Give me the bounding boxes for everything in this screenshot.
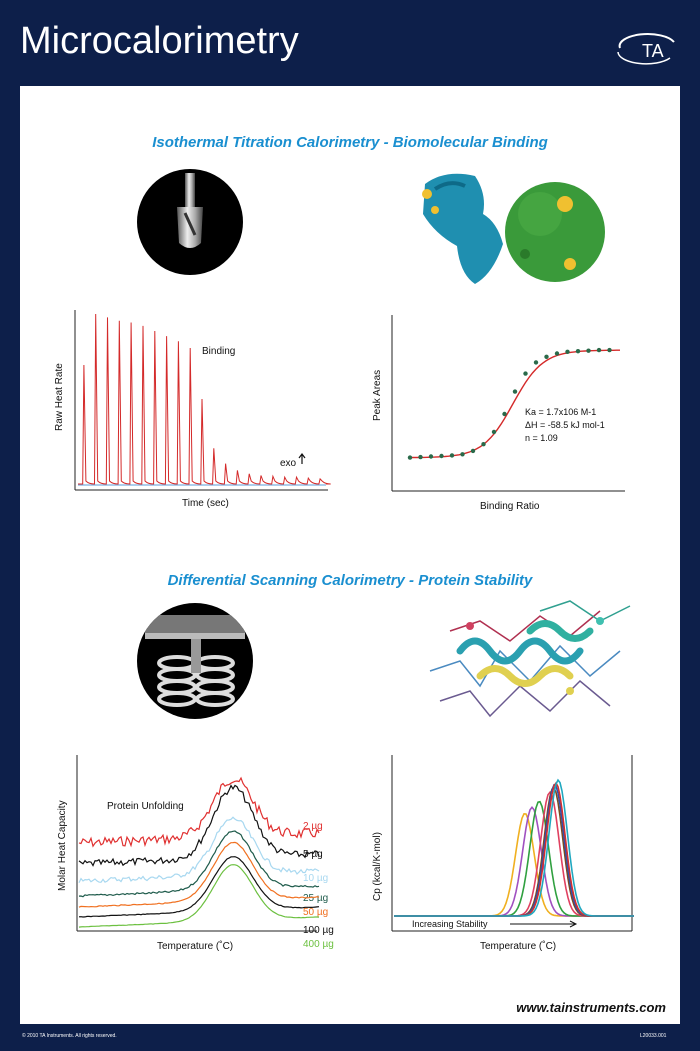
page-title: Microcalorimetry — [20, 20, 299, 62]
header: Microcalorimetry TA — [0, 0, 700, 86]
iso-fit-n: n = 1.09 — [525, 433, 558, 443]
unfolding-chart: Temperature (˚C) Molar Heat Capacity Pro… — [57, 755, 334, 951]
copyright-text: © 2010 TA Instruments. All rights reserv… — [22, 1033, 117, 1039]
isotherm-point-15 — [565, 349, 570, 354]
raw-x-label: Time (sec) — [182, 498, 229, 509]
raw-annotation-binding: Binding — [202, 346, 235, 357]
protein-structure-image — [429, 600, 631, 718]
isotherm-chart: Binding Ratio Peak Areas Ka = 1.7x106 M-… — [372, 315, 625, 512]
stab-annotation: Increasing Stability — [412, 919, 488, 929]
unf-annotation: Protein Unfolding — [107, 801, 184, 812]
stability-series-5 — [394, 783, 634, 917]
protein-binding-image — [422, 173, 605, 284]
unfolding-series-4 — [78, 841, 320, 908]
raw-y-label: Raw Heat Rate — [54, 363, 65, 431]
iso-fit-dh: ΔH = -58.5 kJ mol-1 — [525, 420, 605, 430]
dsc-cell-image — [137, 603, 253, 719]
raw-heat-chart: Time (sec) Raw Heat Rate Binding exo — [54, 310, 331, 509]
ta-logo: TA — [617, 33, 675, 65]
isotherm-point-1 — [418, 454, 423, 460]
itc-cell-image — [137, 169, 243, 275]
unfolding-series-5 — [78, 856, 320, 918]
isotherm-point-14 — [554, 351, 560, 356]
stability-series-7 — [394, 778, 634, 917]
isotherm-fit-line — [410, 349, 620, 459]
isotherm-point-10 — [512, 389, 518, 394]
isotherm-point-16 — [575, 349, 581, 354]
isotherm-point-2 — [428, 454, 434, 459]
unfolding-label-1: 5 µg — [303, 849, 323, 860]
isotherm-point-12 — [533, 360, 539, 365]
document-code: L20033.001 — [640, 1033, 667, 1039]
unfolding-series-0 — [78, 776, 320, 848]
stability-arrow — [510, 920, 578, 928]
isotherm-point-3 — [439, 453, 444, 459]
logo-text: TA — [642, 41, 664, 61]
raw-annotation-exo: exo — [280, 458, 297, 469]
isotherm-point-13 — [544, 354, 549, 359]
unfolding-label-6: 400 µg — [303, 939, 334, 950]
isotherm-point-6 — [470, 448, 476, 454]
iso-y-label: Peak Areas — [372, 370, 383, 421]
isotherm-point-19 — [607, 347, 612, 353]
isotherm-point-4 — [449, 453, 455, 458]
isotherm-point-8 — [491, 429, 497, 435]
isotherm-point-17 — [586, 348, 591, 353]
website-url[interactable]: www.tainstruments.com — [516, 1000, 666, 1015]
itc-section-title: Isothermal Titration Calorimetry - Biomo… — [152, 134, 548, 151]
unfolding-label-0: 2 µg — [303, 821, 323, 832]
isotherm-point-5 — [460, 452, 465, 457]
unfolding-label-4: 50 µg — [303, 907, 328, 918]
isotherm-point-0 — [407, 455, 413, 460]
iso-x-label: Binding Ratio — [480, 501, 540, 512]
poster-panel: Isothermal Titration Calorimetry - Biomo… — [20, 86, 680, 1024]
isotherm-point-11 — [523, 371, 528, 376]
unfolding-label-5: 100 µg — [303, 925, 334, 936]
stability-series-6 — [394, 781, 634, 917]
unfolding-series-2 — [78, 816, 320, 884]
isotherm-point-18 — [596, 347, 602, 353]
raw-heat-series — [78, 313, 331, 485]
unfolding-series-1 — [78, 784, 320, 867]
iso-fit-ka: Ka = 1.7x106 M-1 — [525, 407, 596, 417]
stab-y-label: Cp (kcal/K-mol) — [372, 832, 383, 901]
stability-chart: Temperature (˚C) Cp (kcal/K-mol) Increas… — [372, 755, 634, 952]
stab-x-label: Temperature (˚C) — [480, 940, 556, 952]
dsc-section-title: Differential Scanning Calorimetry - Prot… — [167, 572, 533, 589]
unf-x-label: Temperature (˚C) — [157, 940, 233, 951]
unfolding-label-2: 10 µg — [303, 873, 328, 884]
unfolding-label-3: 25 µg — [303, 893, 328, 904]
unf-y-label: Molar Heat Capacity — [57, 800, 68, 891]
unfolding-series-3 — [78, 830, 320, 898]
isotherm-point-9 — [502, 411, 507, 417]
isotherm-point-7 — [481, 442, 486, 447]
unfolding-series-6 — [78, 864, 320, 928]
exo-arrow — [298, 453, 306, 464]
